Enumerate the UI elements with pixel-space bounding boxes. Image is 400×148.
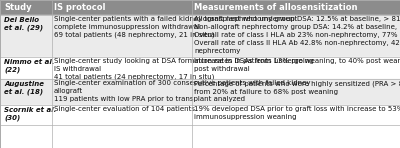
Bar xyxy=(0,79,400,105)
Bar xyxy=(0,57,400,79)
Text: Single-center study looking at DSA formation rates in patients undergoing
IS wit: Single-center study looking at DSA forma… xyxy=(54,58,314,81)
Bar xyxy=(0,15,400,57)
Text: Scornik et al.
(30): Scornik et al. (30) xyxy=(4,107,56,121)
Text: Augustine
et al. (18): Augustine et al. (18) xyxy=(4,81,44,95)
Text: Study: Study xyxy=(4,3,32,12)
Text: Single-center evaluation of 104 patients: Single-center evaluation of 104 patients xyxy=(54,107,195,112)
Bar xyxy=(0,105,400,125)
Text: Percentage of patients who were highly sensitized (PRA > 80%) increased
from 20%: Percentage of patients who were highly s… xyxy=(194,81,400,95)
Text: Allograft nephrectomy group DSA: 12.5% at baseline, > 81% post nephrectomy
Non-a: Allograft nephrectomy group DSA: 12.5% a… xyxy=(194,16,400,53)
Text: Single-center patients with a failed kidney transplant who underwent
complete im: Single-center patients with a failed kid… xyxy=(54,16,297,38)
Text: Increase in DSAs from 13% pre weaning, to 40% post weaning, to 62%
post withdraw: Increase in DSAs from 13% pre weaning, t… xyxy=(194,58,400,72)
Text: Single-center examination of 300 consecutive patients with failed kidney
allogra: Single-center examination of 300 consecu… xyxy=(54,81,310,102)
Bar xyxy=(0,0,400,15)
Text: IS protocol: IS protocol xyxy=(54,3,106,12)
Text: Del Bello
et al. (29): Del Bello et al. (29) xyxy=(4,16,43,31)
Text: Nimmo et al.
(22): Nimmo et al. (22) xyxy=(4,58,54,73)
Text: Measurements of allosensitization: Measurements of allosensitization xyxy=(194,3,358,12)
Text: 19% developed DSA prior to graft loss with increase to 53% post
immunosuppressio: 19% developed DSA prior to graft loss wi… xyxy=(194,107,400,120)
